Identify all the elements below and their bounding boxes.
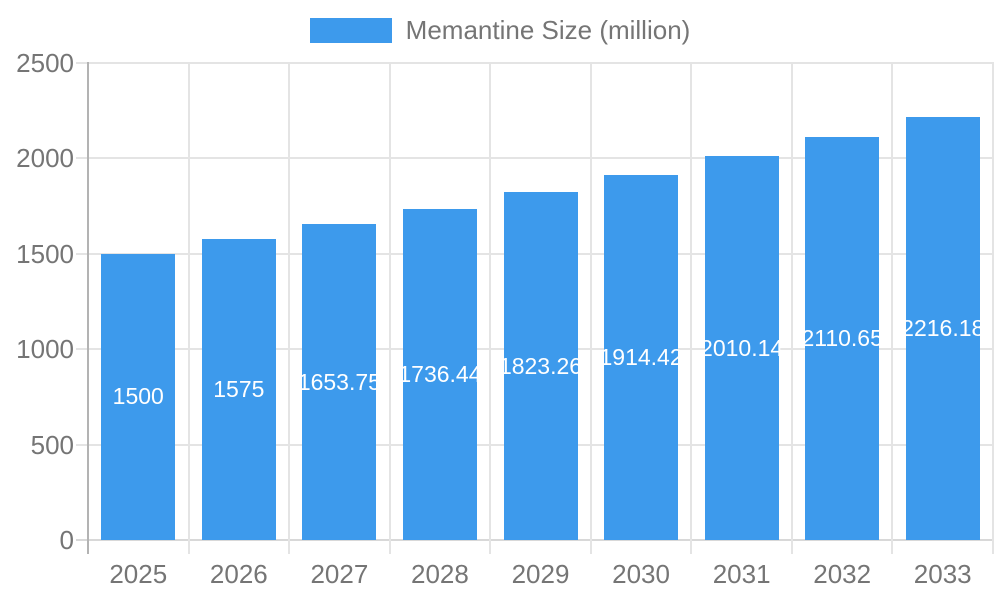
bar[interactable]: 2010.14 [700,156,783,540]
bar-value-label: 1914.42 [599,343,683,370]
bar[interactable]: 2110.65 [801,137,883,540]
gridline-v [891,62,894,554]
bar[interactable]: 1914.42 [599,174,683,540]
gridline-v [690,62,693,554]
bar-value-label: 1653.75 [297,368,381,395]
x-axis-tick-label: 2025 [109,559,168,589]
y-axis-tick-label: 500 [30,429,74,460]
gridline-v [489,62,492,554]
y-axis-tick-label: 2500 [16,48,74,78]
gridline-v [388,62,391,554]
bar[interactable]: 1736.44 [398,208,482,540]
bar[interactable]: 2216.18 [901,117,984,540]
legend-label: Memantine Size (million) [405,14,691,45]
bar[interactable]: 1823.26 [499,192,582,540]
gridline-v [992,62,994,554]
bar-value-label: 2010.14 [700,334,784,361]
bar-value-label: 2110.65 [801,325,883,352]
bar[interactable]: 1500 [101,253,176,540]
bar-value-label: 2216.18 [901,315,985,342]
y-axis-line [87,62,89,554]
legend-swatch [309,17,392,43]
gridline-h [76,157,993,160]
bar-value-label: 1823.26 [498,352,583,379]
x-axis-tick-label: 2028 [411,559,469,589]
gridline-v [187,62,190,554]
bar-value-label: 1575 [213,376,265,403]
legend[interactable]: Memantine Size (million) [0,15,1000,45]
gridline-v [790,62,793,554]
gridline-v [288,62,291,554]
bar[interactable]: 1653.75 [298,224,381,540]
x-axis-tick-label: 2033 [913,559,972,589]
x-axis-tick-label: 2031 [712,559,771,589]
x-axis-tick-label: 2032 [813,559,872,589]
gridline-h [76,539,993,541]
y-axis-tick-label: 1500 [16,238,74,269]
y-axis-tick-label: 1000 [16,334,74,365]
x-axis-tick-label: 2026 [209,559,268,589]
bar[interactable]: 1575 [201,239,276,540]
y-axis-tick-label: 2000 [16,143,74,174]
y-axis-tick-label: 0 [59,525,74,555]
x-axis-tick-label: 2029 [511,559,570,589]
gridline-h [76,62,993,64]
bar-value-label: 1736.44 [398,360,482,387]
x-axis-tick-label: 2030 [612,559,670,589]
x-axis-tick-label: 2027 [310,559,369,589]
gridline-v [589,62,592,554]
bar-value-label: 1500 [112,383,164,410]
